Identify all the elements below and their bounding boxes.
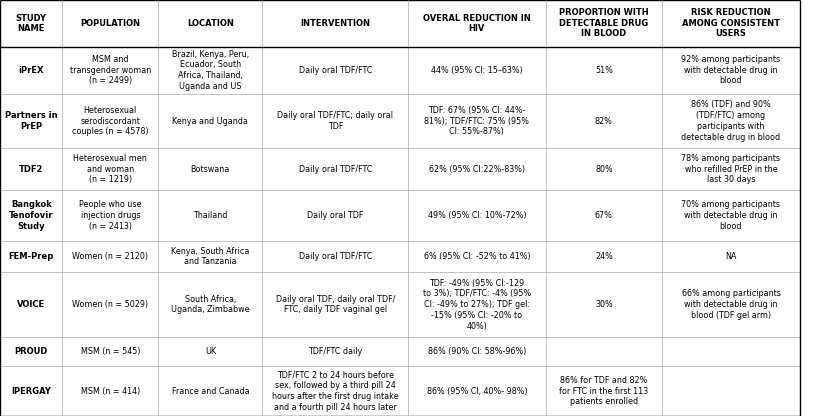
Text: Bangkok
Tenofovir
Study: Bangkok Tenofovir Study — [9, 200, 53, 230]
Text: Daily oral TDF, daily oral TDF/
FTC, daily TDF vaginal gel: Daily oral TDF, daily oral TDF/ FTC, dai… — [276, 295, 395, 314]
Text: Daily oral TDF: Daily oral TDF — [307, 211, 363, 220]
Text: Women (n = 2120): Women (n = 2120) — [72, 252, 148, 261]
Text: STUDY
NAME: STUDY NAME — [16, 14, 47, 33]
Text: UK: UK — [205, 347, 216, 356]
Text: MSM (n = 545): MSM (n = 545) — [81, 347, 140, 356]
Text: INTERVENTION: INTERVENTION — [300, 19, 371, 28]
Text: Botswana: Botswana — [191, 165, 230, 174]
Text: TDF: -49% (95% CI:-129
to 3%); TDF/FTC: -4% (95%
CI: -49% to 27%); TDF gel:
-15%: TDF: -49% (95% CI:-129 to 3%); TDF/FTC: … — [423, 279, 531, 331]
Text: Partners in
PrEP: Partners in PrEP — [5, 111, 57, 131]
Text: 86% (TDF) and 90%
(TDF/FTC) among
participants with
detectable drug in blood: 86% (TDF) and 90% (TDF/FTC) among partic… — [681, 101, 781, 142]
Text: MSM and
transgender woman
(n = 2499): MSM and transgender woman (n = 2499) — [70, 55, 151, 85]
Text: Thailand: Thailand — [193, 211, 227, 220]
Text: Heterosexual
serodiscordant
couples (n = 4578): Heterosexual serodiscordant couples (n =… — [72, 106, 148, 136]
Text: Kenya, South Africa
and Tanzania: Kenya, South Africa and Tanzania — [171, 247, 250, 266]
Text: 82%: 82% — [595, 116, 613, 126]
Text: 78% among participants
who refilled PrEP in the
last 30 days: 78% among participants who refilled PrEP… — [681, 154, 781, 184]
Text: Women (n = 5029): Women (n = 5029) — [72, 300, 148, 309]
Text: 6% (95% CI: -52% to 41%): 6% (95% CI: -52% to 41%) — [423, 252, 531, 261]
Text: PROUD: PROUD — [14, 347, 48, 356]
Text: iPrEX: iPrEX — [18, 66, 44, 75]
Text: 86% (90% CI: 58%-96%): 86% (90% CI: 58%-96%) — [427, 347, 526, 356]
Text: Daily oral TDF/FTC: Daily oral TDF/FTC — [298, 252, 372, 261]
Text: LOCATION: LOCATION — [187, 19, 234, 28]
Text: TDF: 67% (95% CI: 44%-
81%); TDF/FTC: 75% (95%
CI: 55%-87%): TDF: 67% (95% CI: 44%- 81%); TDF/FTC: 75… — [424, 106, 530, 136]
Text: IPERGAY: IPERGAY — [12, 386, 51, 396]
Text: POPULATION: POPULATION — [80, 19, 141, 28]
Text: 67%: 67% — [595, 211, 613, 220]
Text: VOICE: VOICE — [17, 300, 45, 309]
Text: Kenya and Uganda: Kenya and Uganda — [172, 116, 248, 126]
Text: Heterosexual men
and woman
(n = 1219): Heterosexual men and woman (n = 1219) — [73, 154, 147, 184]
Text: 30%: 30% — [595, 300, 613, 309]
Text: 44% (95% CI: 15–63%): 44% (95% CI: 15–63%) — [431, 66, 523, 75]
Text: 86% (95% CI, 40%- 98%): 86% (95% CI, 40%- 98%) — [426, 386, 527, 396]
Text: 49% (95% CI: 10%-72%): 49% (95% CI: 10%-72%) — [427, 211, 526, 220]
Text: RISK REDUCTION
AMONG CONSISTENT
USERS: RISK REDUCTION AMONG CONSISTENT USERS — [682, 8, 780, 38]
Text: 51%: 51% — [595, 66, 613, 75]
Text: MSM (n = 414): MSM (n = 414) — [81, 386, 140, 396]
Text: France and Canada: France and Canada — [172, 386, 249, 396]
Text: PROPORTION WITH
DETECTABLE DRUG
IN BLOOD: PROPORTION WITH DETECTABLE DRUG IN BLOOD — [559, 8, 649, 38]
Text: 92% among participants
with detectable drug in
blood: 92% among participants with detectable d… — [681, 55, 781, 85]
Text: 70% among participants
with detectable drug in
blood: 70% among participants with detectable d… — [681, 200, 781, 230]
Text: South Africa,
Uganda, Zimbabwe: South Africa, Uganda, Zimbabwe — [171, 295, 250, 314]
Text: 86% for TDF and 82%
for FTC in the first 113
patients enrolled: 86% for TDF and 82% for FTC in the first… — [560, 376, 648, 406]
Text: TDF/FTC daily: TDF/FTC daily — [308, 347, 362, 356]
Text: 80%: 80% — [595, 165, 613, 174]
Text: Brazil, Kenya, Peru,
Ecuador, South
Africa, Thailand,
Uganda and US: Brazil, Kenya, Peru, Ecuador, South Afri… — [172, 50, 249, 91]
Text: OVERAL REDUCTION IN
HIV: OVERAL REDUCTION IN HIV — [423, 14, 531, 33]
Text: Daily oral TDF/FTC; daily oral
TDF: Daily oral TDF/FTC; daily oral TDF — [277, 111, 393, 131]
Text: FEM-Prep: FEM-Prep — [8, 252, 54, 261]
Text: TDF2: TDF2 — [19, 165, 43, 174]
Text: 24%: 24% — [595, 252, 613, 261]
Text: People who use
injection drugs
(n = 2413): People who use injection drugs (n = 2413… — [79, 200, 142, 230]
Text: 62% (95% CI:22%-83%): 62% (95% CI:22%-83%) — [429, 165, 525, 174]
Text: Daily oral TDF/FTC: Daily oral TDF/FTC — [298, 66, 372, 75]
Text: TDF/FTC 2 to 24 hours before
sex, followed by a third pill 24
hours after the fi: TDF/FTC 2 to 24 hours before sex, follow… — [272, 371, 399, 412]
Text: 66% among participants
with detectable drug in
blood (TDF gel arm): 66% among participants with detectable d… — [681, 289, 781, 320]
Text: Daily oral TDF/FTC: Daily oral TDF/FTC — [298, 165, 372, 174]
Text: NA: NA — [726, 252, 736, 261]
